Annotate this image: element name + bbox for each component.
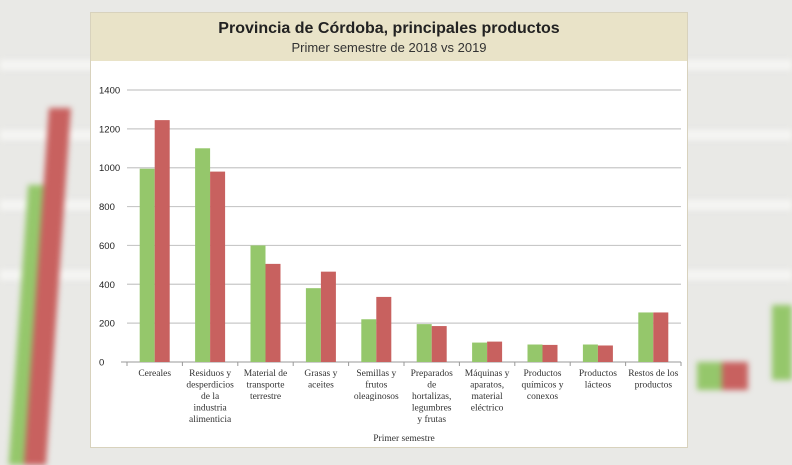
category-label: eléctrico — [471, 404, 504, 414]
category-label: Semillas y — [356, 369, 396, 379]
bg-bar-green — [772, 305, 792, 380]
category-label: Grasas y — [304, 369, 337, 379]
y-tick-label: 400 — [99, 280, 115, 291]
bar-2018 — [582, 344, 598, 362]
category-label: oleaginosos — [354, 392, 399, 402]
category-label: Productos — [524, 369, 562, 379]
category-label: alimenticia — [189, 415, 232, 425]
bar-2019 — [431, 326, 447, 362]
bar-chart: 0 200 400 600 800 1000 1200 1400 Cereales Residuo… — [99, 86, 682, 444]
y-tick-label: 600 — [99, 241, 115, 252]
category-label: Restos de los — [628, 369, 678, 379]
chart-title: Provincia de Córdoba, principales produc… — [218, 20, 560, 37]
category-label: Material de — [244, 369, 288, 379]
category-label: de — [427, 381, 436, 391]
category-label: Productos — [579, 369, 617, 379]
category-label: lácteos — [585, 381, 612, 391]
bar-2018 — [361, 319, 377, 362]
category-label: frutos — [365, 380, 387, 391]
bar-2018 — [195, 148, 211, 362]
bar-2018 — [250, 245, 266, 362]
category-label: material — [472, 392, 503, 402]
bar-2019 — [542, 344, 558, 362]
category-label: Máquinas y — [465, 369, 510, 379]
bar-2019 — [376, 296, 392, 362]
bar-2018 — [472, 342, 488, 362]
category-label: aparatos, — [470, 381, 504, 391]
y-tick-label: 200 — [99, 319, 115, 330]
category-label: Preparados — [411, 369, 454, 379]
y-tick-label: 1400 — [99, 86, 120, 97]
chart-card: Provincia de Córdoba, principales produc… — [90, 12, 688, 448]
bg-bar-green — [697, 362, 723, 390]
bar-2018 — [416, 324, 432, 362]
category-label: desperdicios — [186, 381, 234, 391]
category-label: conexos — [527, 392, 558, 402]
category-label: Cereales — [138, 369, 171, 379]
y-tick-label: 1000 — [99, 163, 120, 174]
chart-subtitle: Primer semestre de 2018 vs 2019 — [291, 40, 487, 55]
chart-header: Provincia de Córdoba, principales produc… — [91, 13, 687, 61]
category-label: de la — [201, 392, 220, 402]
category-label: y frutas — [417, 414, 446, 425]
category-label: aceites — [308, 381, 334, 391]
x-axis-label: Primer semestre — [373, 434, 434, 444]
y-tick-label: 1200 — [99, 124, 120, 135]
y-tick-label: 800 — [99, 202, 115, 213]
category-label: hortalizas, — [412, 392, 451, 402]
bar-2019 — [265, 263, 281, 362]
category-label: químicos y — [522, 381, 564, 391]
bar-2019 — [210, 171, 226, 362]
category-label: legumbres — [412, 404, 452, 414]
bg-bar-red — [722, 362, 748, 390]
bar-2019 — [320, 271, 336, 362]
bar-2019 — [653, 312, 669, 362]
category-label: transporte — [247, 381, 285, 391]
category-label: productos — [635, 381, 673, 391]
bar-2019 — [154, 120, 170, 362]
bar-2018 — [638, 312, 654, 362]
category-label: terrestre — [250, 392, 281, 402]
bar-2019 — [597, 345, 613, 362]
bar-2018 — [527, 344, 543, 362]
bar-2018 — [305, 288, 321, 362]
y-tick-label: 0 — [99, 358, 104, 369]
category-label: industria — [193, 404, 227, 414]
category-label: Residuos y — [189, 369, 231, 379]
bar-2018 — [139, 168, 155, 362]
bar-2019 — [487, 341, 503, 362]
